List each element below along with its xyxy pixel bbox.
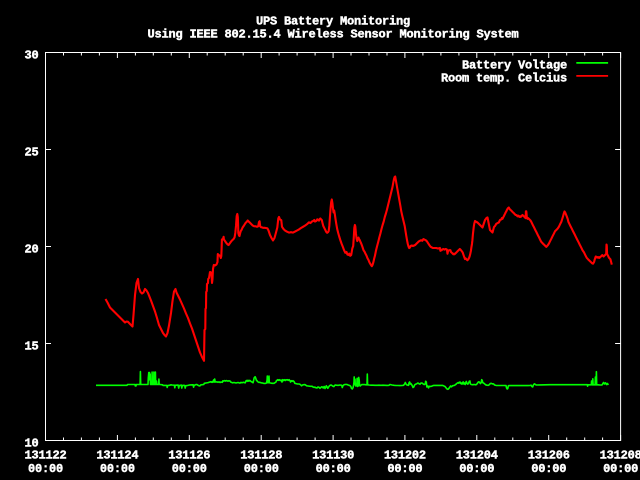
svg-text:00:00: 00:00	[316, 462, 351, 476]
svg-text:131206: 131206	[528, 449, 570, 463]
svg-text:131208: 131208	[600, 449, 640, 463]
svg-text:00:00: 00:00	[531, 462, 566, 476]
svg-text:30: 30	[24, 49, 38, 63]
svg-text:UPS Battery Monitoring: UPS Battery Monitoring	[256, 15, 410, 29]
svg-text:00:00: 00:00	[28, 462, 63, 476]
svg-text:10: 10	[24, 437, 38, 451]
svg-text:131204: 131204	[456, 449, 498, 463]
svg-text:00:00: 00:00	[172, 462, 207, 476]
svg-text:00:00: 00:00	[603, 462, 638, 476]
svg-text:131130: 131130	[312, 449, 354, 463]
svg-text:20: 20	[24, 243, 38, 257]
svg-text:00:00: 00:00	[244, 462, 279, 476]
svg-text:131128: 131128	[240, 449, 282, 463]
svg-text:15: 15	[24, 340, 38, 354]
svg-text:00:00: 00:00	[100, 462, 135, 476]
svg-text:131122: 131122	[24, 449, 66, 463]
svg-text:25: 25	[24, 146, 38, 160]
svg-text:Room temp. Celcius: Room temp. Celcius	[441, 72, 567, 86]
svg-text:00:00: 00:00	[387, 462, 422, 476]
svg-text:131124: 131124	[96, 449, 138, 463]
svg-text:131202: 131202	[384, 449, 426, 463]
svg-text:00:00: 00:00	[459, 462, 494, 476]
svg-text:Using IEEE 802.15.4 Wireless S: Using IEEE 802.15.4 Wireless Sensor Moni…	[147, 28, 518, 42]
svg-text:Battery Voltage: Battery Voltage	[462, 59, 567, 73]
svg-text:131126: 131126	[168, 449, 210, 463]
